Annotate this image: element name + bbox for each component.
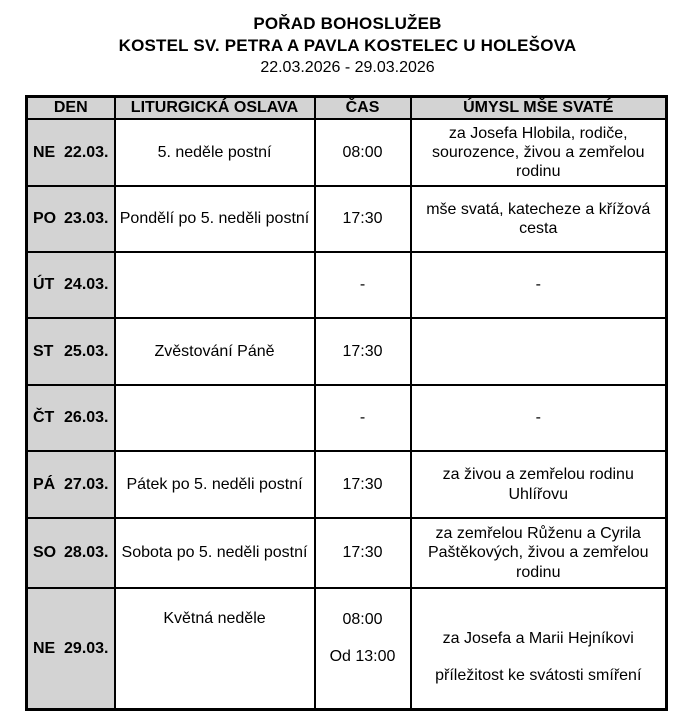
column-header-day: DEN [25, 95, 116, 120]
day-date: 28.03. [64, 544, 109, 561]
table-row: NE 22.03. 5. neděle postní 08:00 za Jose… [25, 118, 668, 187]
liturgical-celebration-cell: Pátek po 5. neděli postní [113, 450, 316, 519]
table-row: ČT 26.03. - - [25, 384, 668, 452]
time-cell: 17:30 [313, 517, 412, 589]
day-cell: ČT 26.03. [25, 384, 116, 452]
day-abbr: ÚT [33, 276, 55, 293]
day-cell: ÚT 24.03. [25, 251, 116, 319]
day-cell: PO 23.03. [25, 185, 116, 253]
column-header-celebration: LITURGICKÁ OSLAVA [113, 95, 316, 120]
time-cell: 17:30 [313, 317, 412, 386]
time-cell: - [313, 384, 412, 452]
day-date: 24.03. [64, 276, 109, 293]
day-date: 23.03. [64, 210, 109, 227]
day-abbr: PO [33, 210, 57, 227]
time-cell: - [313, 251, 412, 319]
intention-cell: mše svatá, katecheze a křížová cesta [409, 185, 668, 253]
day-date: 27.03. [64, 475, 109, 493]
day-cell: PÁ 27.03. [25, 450, 116, 519]
time-cell: 17:30 [313, 450, 412, 519]
intention-cell: za Josefa a Marii Hejníkovi příležitost … [409, 587, 668, 711]
day-date: 22.03. [64, 143, 109, 161]
day-wrap: PÁ 27.03. [33, 476, 109, 494]
day-cell: SO 28.03. [25, 517, 116, 589]
liturgical-celebration-cell: Květná neděle [113, 587, 316, 711]
day-date: 26.03. [64, 409, 109, 426]
table-row: SO 28.03. Sobota po 5. neděli postní 17:… [25, 517, 668, 589]
table-row: ST 25.03. Zvěstování Páně 17:30 [25, 317, 668, 386]
day-abbr: SO [33, 544, 57, 561]
intention-cell: za zemřelou Růženu a Cyrila Paštěkových,… [409, 517, 668, 589]
day-wrap: PO 23.03. [33, 210, 109, 228]
intention-entry: příležitost ke svátosti smíření [435, 667, 642, 684]
day-cell: NE 22.03. [25, 118, 116, 187]
day-abbr: NE [33, 143, 56, 161]
time-entry: Od 13:00 [329, 647, 396, 665]
header-row: DEN LITURGICKÁ OSLAVA ČAS ÚMYSL MŠE SVAT… [25, 95, 668, 120]
intention-cell [409, 317, 668, 386]
date-range: 22.03.2026 - 29.03.2026 [260, 59, 435, 76]
time-cell: 17:30 [313, 185, 412, 253]
day-date: 29.03. [64, 639, 109, 657]
day-wrap: NE 22.03. [33, 144, 109, 162]
day-cell: ST 25.03. [25, 317, 116, 386]
intention-cell: za Josefa Hlobila, rodiče, sourozence, ž… [409, 118, 668, 187]
day-wrap: SO 28.03. [33, 544, 109, 562]
time-entries: 08:00 Od 13:00 [317, 590, 409, 670]
table-row: PÁ 27.03. Pátek po 5. neděli postní 17:3… [25, 450, 668, 519]
intention-entry: za Josefa a Marii Hejníkovi [442, 630, 634, 648]
schedule-table: DEN LITURGICKÁ OSLAVA ČAS ÚMYSL MŠE SVAT… [25, 95, 668, 711]
time-entry: 08:00 [342, 611, 383, 628]
day-wrap: NE 29.03. [33, 640, 109, 658]
church-name: KOSTEL SV. PETRA A PAVLA KOSTELEC U HOLE… [118, 36, 577, 55]
day-abbr: ČT [33, 409, 55, 426]
day-cell: NE 29.03. [25, 587, 116, 711]
day-abbr: PÁ [33, 475, 56, 493]
day-wrap: ÚT 24.03. [33, 276, 109, 294]
liturgical-celebration-cell: Sobota po 5. neděli postní [113, 517, 316, 589]
time-cell: 08:00 Od 13:00 [313, 587, 412, 711]
table-row: ÚT 24.03. - - [25, 251, 668, 319]
time-cell: 08:00 [313, 118, 412, 187]
intention-cell: za živou a zemřelou rodinu Uhlířovu [409, 450, 668, 519]
liturgical-celebration-cell [113, 251, 316, 319]
intention-cell: - [409, 384, 668, 452]
column-header-intention: ÚMYSL MŠE SVATÉ [409, 95, 668, 120]
day-abbr: ST [33, 342, 54, 360]
liturgical-celebration-cell: Pondělí po 5. neděli postní [113, 185, 316, 253]
liturgical-celebration-cell: 5. neděle postní [113, 118, 316, 187]
intention-cell: - [409, 251, 668, 319]
intention-entries: za Josefa a Marii Hejníkovi příležitost … [413, 608, 665, 689]
day-wrap: ČT 26.03. [33, 409, 109, 427]
day-date: 25.03. [64, 342, 109, 360]
day-wrap: ST 25.03. [33, 343, 109, 361]
table-row: NE 29.03. Květná neděle 08:00 Od 13:00 z… [25, 587, 668, 711]
liturgical-celebration-cell: Zvěstování Páně [113, 317, 316, 386]
document-header: POŘAD BOHOSLUŽEB KOSTEL SV. PETRA A PAVL… [0, 0, 695, 79]
table-row: PO 23.03. Pondělí po 5. neděli postní 17… [25, 185, 668, 253]
liturgical-celebration-cell [113, 384, 316, 452]
day-abbr: NE [33, 639, 56, 657]
column-header-time: ČAS [313, 95, 412, 120]
page-title: POŘAD BOHOSLUŽEB [253, 14, 442, 33]
